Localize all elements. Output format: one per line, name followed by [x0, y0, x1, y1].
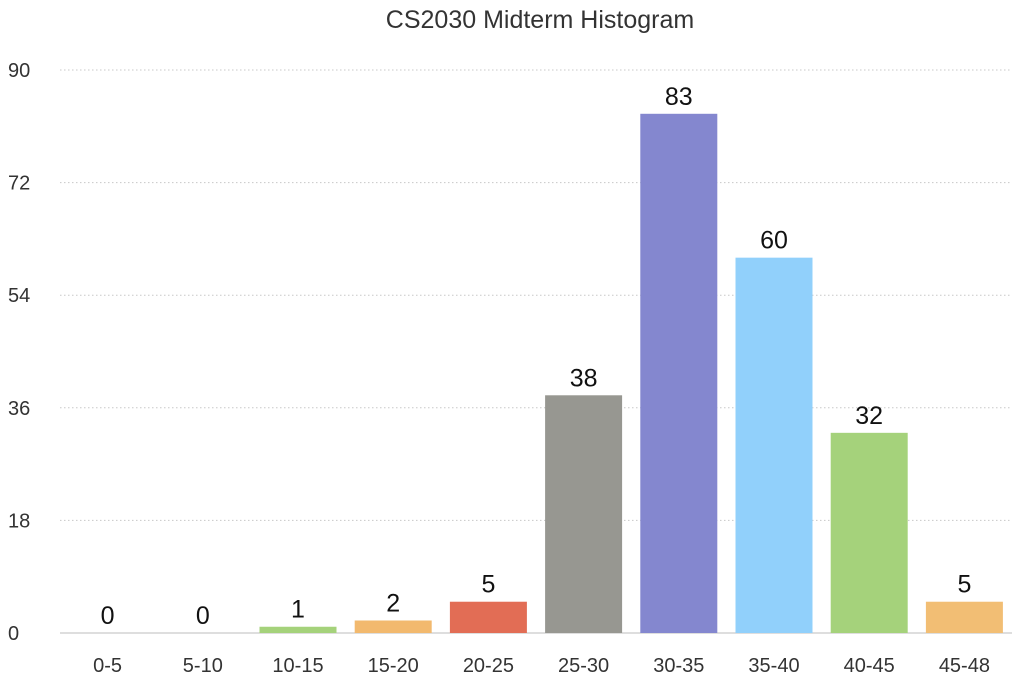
bar-value-label: 0 [196, 602, 210, 630]
bar-value-label: 1 [291, 596, 305, 624]
bar-value-label: 2 [386, 589, 400, 617]
x-tick-label: 10-15 [272, 655, 323, 677]
bar-value-label: 0 [101, 602, 115, 630]
bar-value-label: 5 [957, 571, 971, 599]
y-tick-label: 36 [8, 398, 30, 420]
x-tick-label: 15-20 [368, 655, 419, 677]
bar [925, 601, 1003, 633]
y-tick-label: 72 [8, 173, 30, 195]
y-axis-tick-labels: 0 18 36 54 72 90 [8, 60, 30, 645]
bar-value-label: 32 [855, 402, 883, 430]
bar [640, 113, 718, 634]
bar [259, 626, 337, 633]
bar [545, 395, 623, 633]
bar-value-label: 38 [570, 364, 598, 392]
bar [830, 432, 908, 633]
x-tick-label: 0-5 [93, 655, 122, 677]
bars [259, 113, 1003, 634]
bar [449, 601, 527, 633]
x-tick-label: 30-35 [653, 655, 704, 677]
x-tick-label: 25-30 [558, 655, 609, 677]
bar-value-label: 83 [665, 83, 693, 111]
bar-value-label: 60 [760, 227, 788, 255]
y-tick-label: 18 [8, 510, 30, 532]
bar [735, 257, 813, 633]
bar [354, 620, 432, 633]
x-tick-label: 40-45 [844, 655, 895, 677]
bar-value-label: 5 [481, 571, 495, 599]
x-tick-label: 20-25 [463, 655, 514, 677]
x-tick-label: 5-10 [183, 655, 223, 677]
data-labels: 0 0 1 2 5 38 83 60 32 5 [101, 83, 972, 630]
x-tick-label: 35-40 [748, 655, 799, 677]
chart-title: CS2030 Midterm Histogram [386, 6, 694, 34]
y-tick-label: 54 [8, 285, 30, 307]
x-tick-label: 45-48 [939, 655, 990, 677]
y-tick-label: 0 [8, 623, 19, 645]
y-tick-label: 90 [8, 60, 30, 82]
x-axis-tick-labels: 0-5 5-10 10-15 15-20 20-25 25-30 30-35 35-40 40-… [93, 655, 990, 677]
